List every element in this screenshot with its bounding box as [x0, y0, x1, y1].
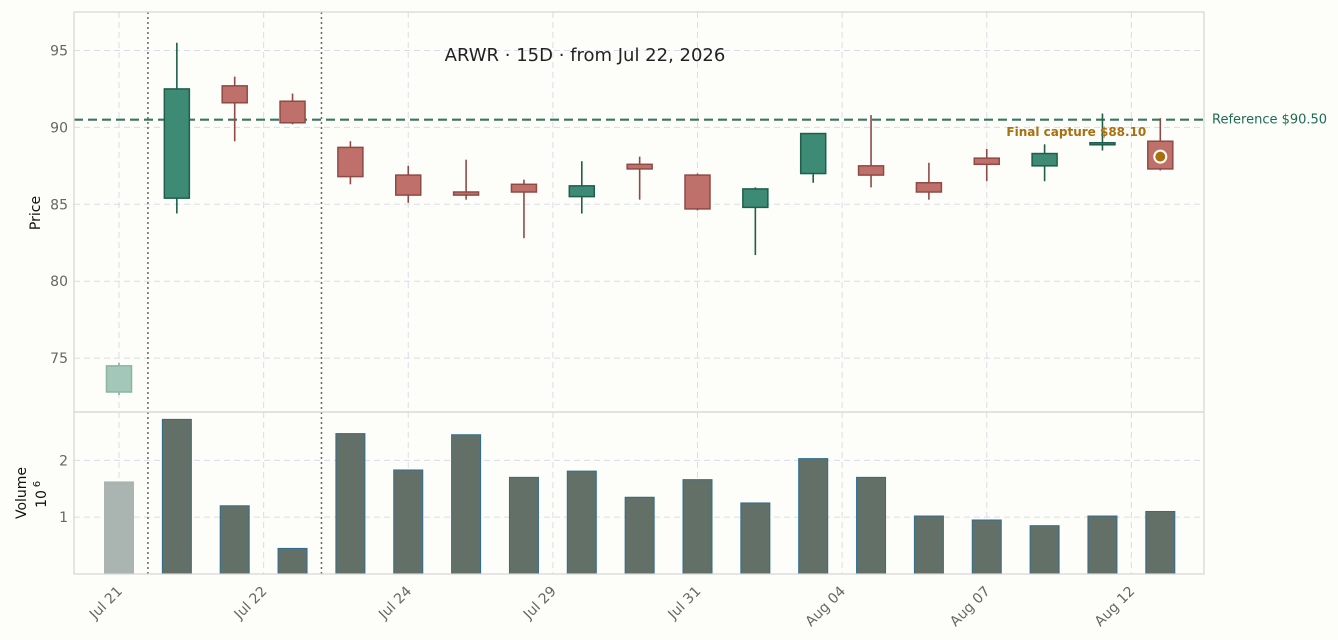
volume-bar: [451, 434, 482, 575]
volume-bar: [1029, 525, 1060, 575]
candle-body: [1031, 152, 1058, 167]
volume-bar: [335, 433, 366, 575]
volume-bar: [393, 469, 424, 575]
volume-tick-label: 2: [59, 453, 68, 469]
candle-body: [742, 188, 769, 209]
candle-body: [684, 174, 711, 210]
final-capture-group: Final capture $88.10: [1006, 125, 1168, 164]
reference-line-group: Reference $90.50: [74, 113, 1327, 128]
price-grid: [74, 12, 1204, 574]
candle-body: [105, 365, 133, 393]
axes: [73, 11, 1205, 575]
y-tick-label: 80: [50, 274, 68, 290]
volume-bar: [1145, 510, 1176, 575]
candles: [105, 42, 1174, 396]
volume-bar: [219, 505, 250, 575]
volume-bar: [798, 458, 829, 575]
candle-body: [452, 191, 480, 196]
candle-body: [337, 146, 364, 178]
volume-bar: [161, 418, 192, 575]
window-markers: [147, 12, 323, 574]
volume-bar: [856, 476, 887, 575]
candle-body: [510, 183, 538, 193]
volume-unit-label: 10 6: [32, 481, 50, 508]
volume-bar: [104, 481, 134, 575]
volume-bar: [277, 547, 308, 575]
volume-axis-label: Volume: [14, 467, 30, 519]
volume-bar: [1087, 515, 1118, 575]
y-tick-label: 95: [50, 43, 68, 59]
candle-body: [799, 132, 827, 175]
chart-title: ARWR · 15D · from Jul 22, 2026: [445, 45, 726, 66]
y-tick-label: 75: [50, 351, 68, 367]
final-capture-marker: [1153, 149, 1168, 164]
candle-body: [626, 163, 653, 170]
y-tick-label: 90: [50, 120, 68, 136]
volume-bar: [624, 496, 655, 575]
candle-body: [163, 88, 191, 199]
candle-body: [1089, 142, 1116, 146]
volume-bars: [104, 418, 1176, 575]
final-capture-label: Final capture $88.10: [1006, 125, 1146, 139]
volume-bar: [682, 479, 713, 575]
volume-bar: [740, 502, 771, 575]
candle-body: [395, 174, 422, 196]
candle-body: [973, 157, 1000, 166]
volume-bar: [913, 515, 944, 575]
volume-bar: [566, 470, 597, 575]
y-tick-label: 85: [50, 197, 68, 213]
candle-body: [857, 165, 885, 176]
volume-unit-base: 10: [34, 490, 50, 508]
candle-body: [568, 185, 596, 198]
volume-tick-label: 1: [59, 510, 68, 526]
volume-unit-exponent: 6: [32, 481, 43, 487]
candle-body: [279, 100, 306, 124]
candle-body: [221, 85, 248, 104]
y-axis-label: Price: [28, 196, 44, 230]
volume-panel-frame: [73, 411, 1205, 575]
volume-bar: [971, 519, 1002, 575]
reference-label: Reference $90.50: [1212, 113, 1327, 128]
candle-body: [915, 182, 943, 193]
volume-bar: [508, 476, 539, 575]
